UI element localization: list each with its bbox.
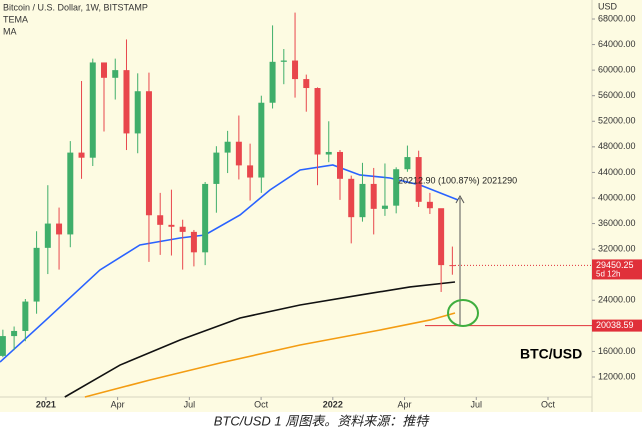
candle-body (179, 226, 186, 232)
y-tick-label: 56000.00 (598, 90, 636, 100)
y-tick-label: 12000.00 (598, 371, 636, 381)
x-tick-label: 2022 (323, 399, 343, 409)
candle-body (359, 183, 366, 218)
candle-body (0, 336, 6, 356)
x-tick-label: Apr (111, 399, 125, 409)
axis-unit: USD (598, 1, 618, 11)
candle-body (280, 60, 287, 62)
candle-body (190, 231, 197, 253)
candle-body (393, 169, 400, 206)
candle-body (314, 88, 321, 155)
arrow-head (455, 194, 465, 204)
ma-line (64, 281, 456, 398)
candle-body (325, 151, 332, 155)
measure-label: 20212.90 (100.87%) 2021290 (398, 175, 517, 185)
candle-body (78, 152, 85, 158)
candle-body (11, 330, 18, 337)
candle-body (123, 70, 130, 134)
y-tick-label: 48000.00 (598, 141, 636, 151)
chart-title: Bitcoin / U.S. Dollar, 1W, BITSTAMP (3, 2, 148, 12)
pair-label: BTC/USD (520, 346, 582, 362)
x-tick-label: 2021 (36, 399, 56, 409)
candle-body (303, 79, 310, 89)
x-tick-label: Jul (471, 399, 483, 409)
candle-body (415, 157, 422, 202)
time-left: 5d 12h (596, 270, 620, 279)
y-tick-label: 40000.00 (598, 192, 636, 202)
candle-body (202, 183, 209, 253)
price-label-bg (592, 259, 642, 280)
y-tick-label: 36000.00 (598, 218, 636, 228)
candle-body (381, 205, 388, 209)
candle-body (292, 60, 299, 80)
x-tick-label: Jul (184, 399, 196, 409)
candle-body (438, 208, 445, 266)
candle-body (348, 178, 355, 218)
candle-body (89, 62, 96, 158)
level-label-bg (592, 319, 642, 332)
candle-body (157, 215, 164, 225)
candle-body (247, 165, 254, 178)
y-tick-label: 64000.00 (598, 39, 636, 49)
indicator-label: MA (3, 26, 17, 36)
candle-body (213, 152, 220, 184)
level-label: 20038.59 (596, 320, 634, 330)
candle-body (224, 141, 231, 153)
x-tick-label: Oct (254, 399, 269, 409)
y-tick-label: 44000.00 (598, 167, 636, 177)
ma-line (84, 312, 456, 398)
y-tick-label: 60000.00 (598, 65, 636, 75)
y-tick-label: 24000.00 (598, 295, 636, 305)
candle-body (168, 224, 175, 227)
candle-body (145, 91, 152, 216)
y-tick-label: 32000.00 (598, 244, 636, 254)
x-tick-label: Oct (541, 399, 556, 409)
candle-body (134, 91, 141, 134)
y-tick-label: 52000.00 (598, 116, 636, 126)
candle-body (44, 223, 51, 248)
y-tick-label: 16000.00 (598, 346, 636, 356)
candle-body (370, 183, 377, 209)
candle-body (404, 157, 411, 170)
candle-body (22, 301, 29, 331)
candle-body (33, 247, 40, 302)
caption: BTC/USD 1 周图表。资料来源：推特 (214, 413, 431, 428)
candle-body (56, 223, 63, 235)
candle-body (269, 61, 276, 103)
x-tick-label: Apr (398, 399, 412, 409)
highlight-circle (447, 299, 479, 327)
candle-body (101, 62, 108, 78)
indicator-label: TEMA (3, 14, 28, 24)
candle-body (112, 70, 119, 78)
candle-body (67, 152, 74, 235)
price-label: 29450.25 (596, 260, 634, 270)
candle-body (235, 141, 242, 166)
candle-body (336, 151, 343, 179)
y-tick-label: 68000.00 (598, 13, 636, 23)
candle-body (449, 265, 456, 267)
candle-body (258, 102, 265, 178)
candle-body (426, 201, 433, 209)
